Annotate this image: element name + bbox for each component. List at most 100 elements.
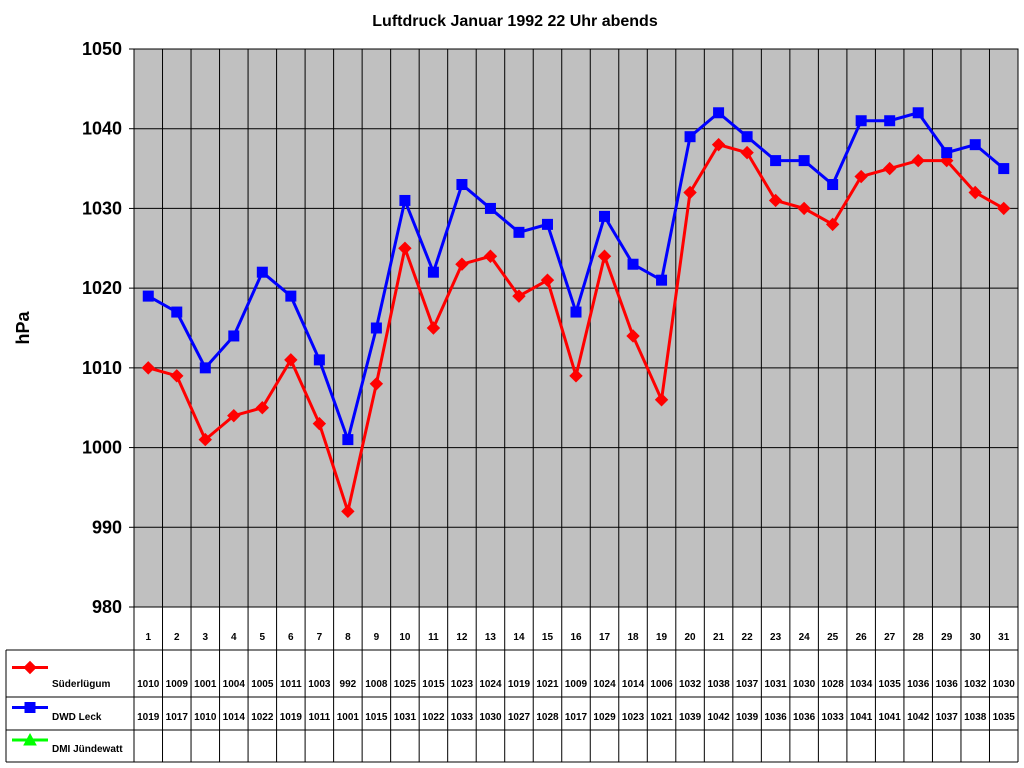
table-cell-value: 1021 [650, 712, 673, 723]
table-cell-value: 1039 [736, 712, 759, 723]
table-cell-value: 1038 [964, 712, 987, 723]
table-cell-value: 1035 [993, 712, 1016, 723]
table-cell-value: 1036 [764, 712, 787, 723]
table-cell-value: 1033 [822, 712, 845, 723]
legend-label: Süderlügum [52, 679, 110, 690]
table-cell-value: 1037 [936, 712, 959, 723]
data-point [512, 289, 526, 303]
table-cell-value: 1036 [936, 679, 959, 690]
data-point [770, 155, 782, 167]
x-tick-label: 21 [713, 632, 725, 643]
legend-label: DWD Leck [52, 712, 102, 723]
x-tick-label: 11 [428, 632, 439, 643]
plot-area [133, 48, 1019, 608]
table-cell-value: 1036 [793, 712, 816, 723]
data-point [911, 153, 925, 168]
data-point [797, 201, 811, 216]
data-point [370, 322, 382, 334]
data-point [170, 369, 184, 383]
data-point [884, 115, 896, 127]
data-point [228, 330, 240, 342]
table-cell-value: 1006 [650, 679, 673, 690]
data-point [768, 193, 783, 208]
data-point [713, 107, 725, 119]
table-cell-value: 1014 [223, 712, 246, 723]
table-cell-value: 1009 [166, 679, 189, 690]
y-tick-label: 1040 [82, 119, 122, 139]
table-cell-value: 1022 [251, 712, 274, 723]
data-point [798, 155, 810, 167]
table-cell-value: 1027 [508, 712, 531, 723]
data-point [683, 185, 697, 200]
table-cell-value: 1032 [679, 679, 702, 690]
table-cell-value: 1030 [479, 712, 502, 723]
x-tick-label: 14 [513, 632, 525, 643]
data-point [541, 218, 553, 230]
x-tick-label: 29 [941, 632, 953, 643]
data-point [599, 210, 611, 222]
table-cell-value: 1041 [850, 712, 873, 723]
table-cell-value: 1033 [451, 712, 474, 723]
legend-label: DMI Jündewatt [52, 744, 123, 755]
table-cell-value: 1028 [536, 712, 559, 723]
table-cell-value: 1019 [137, 712, 160, 723]
table-cell-value: 1024 [479, 679, 502, 690]
legend-marker [23, 660, 37, 675]
table-cell-value: 1001 [194, 679, 217, 690]
data-point [141, 361, 155, 375]
table-cell-value: 1023 [622, 712, 645, 723]
x-tick-label: 22 [742, 632, 754, 643]
data-point [540, 273, 555, 287]
data-point [171, 306, 183, 318]
table-cell-value: 1024 [593, 679, 616, 690]
data-point [741, 131, 753, 143]
data-point [198, 432, 212, 447]
data-point [484, 202, 496, 214]
table-cell-value: 1017 [166, 712, 189, 723]
table-cell-value: 1003 [308, 679, 331, 690]
table-cell-value: 1021 [536, 679, 559, 690]
data-point [627, 258, 639, 270]
x-tick-label: 31 [998, 632, 1010, 643]
data-point [968, 185, 982, 200]
data-point [399, 194, 411, 206]
y-tick-label: 990 [92, 517, 122, 537]
y-tick-label: 980 [92, 597, 122, 617]
data-point [312, 416, 327, 431]
data-point [255, 401, 270, 415]
data-point [342, 434, 354, 446]
data-point [483, 249, 498, 263]
y-tick-label: 1030 [82, 198, 122, 218]
table-cell-value: 1019 [280, 712, 303, 723]
table-cell-value: 1022 [422, 712, 445, 723]
legend-marker [23, 732, 37, 746]
data-point [427, 266, 439, 278]
table-cell-value: 1011 [280, 679, 302, 690]
data-point [626, 329, 640, 343]
x-tick-label: 13 [485, 632, 497, 643]
data-point [369, 377, 384, 391]
data-point [569, 369, 583, 383]
table-cell-value: 1036 [907, 679, 930, 690]
table-cell-value: 1009 [565, 679, 588, 690]
x-tick-label: 19 [656, 632, 668, 643]
table-cell-value: 1019 [508, 679, 531, 690]
table-cell-value: 1023 [451, 679, 474, 690]
data-point [827, 179, 839, 191]
x-tick-label: 23 [770, 632, 782, 643]
data-point [513, 226, 525, 238]
x-tick-label: 10 [399, 632, 411, 643]
table-cell-value: 1042 [707, 712, 730, 723]
data-point [882, 161, 897, 176]
table-cell-value: 1031 [764, 679, 787, 690]
data-point [825, 217, 840, 232]
table-cell-value: 1032 [964, 679, 987, 690]
table-cell-value: 1011 [309, 712, 331, 723]
x-tick-label: 30 [970, 632, 982, 643]
x-tick-label: 12 [456, 632, 468, 643]
x-tick-label: 17 [599, 632, 611, 643]
data-point [997, 201, 1011, 216]
y-tick-label: 1000 [82, 438, 122, 458]
data-point [142, 290, 154, 302]
